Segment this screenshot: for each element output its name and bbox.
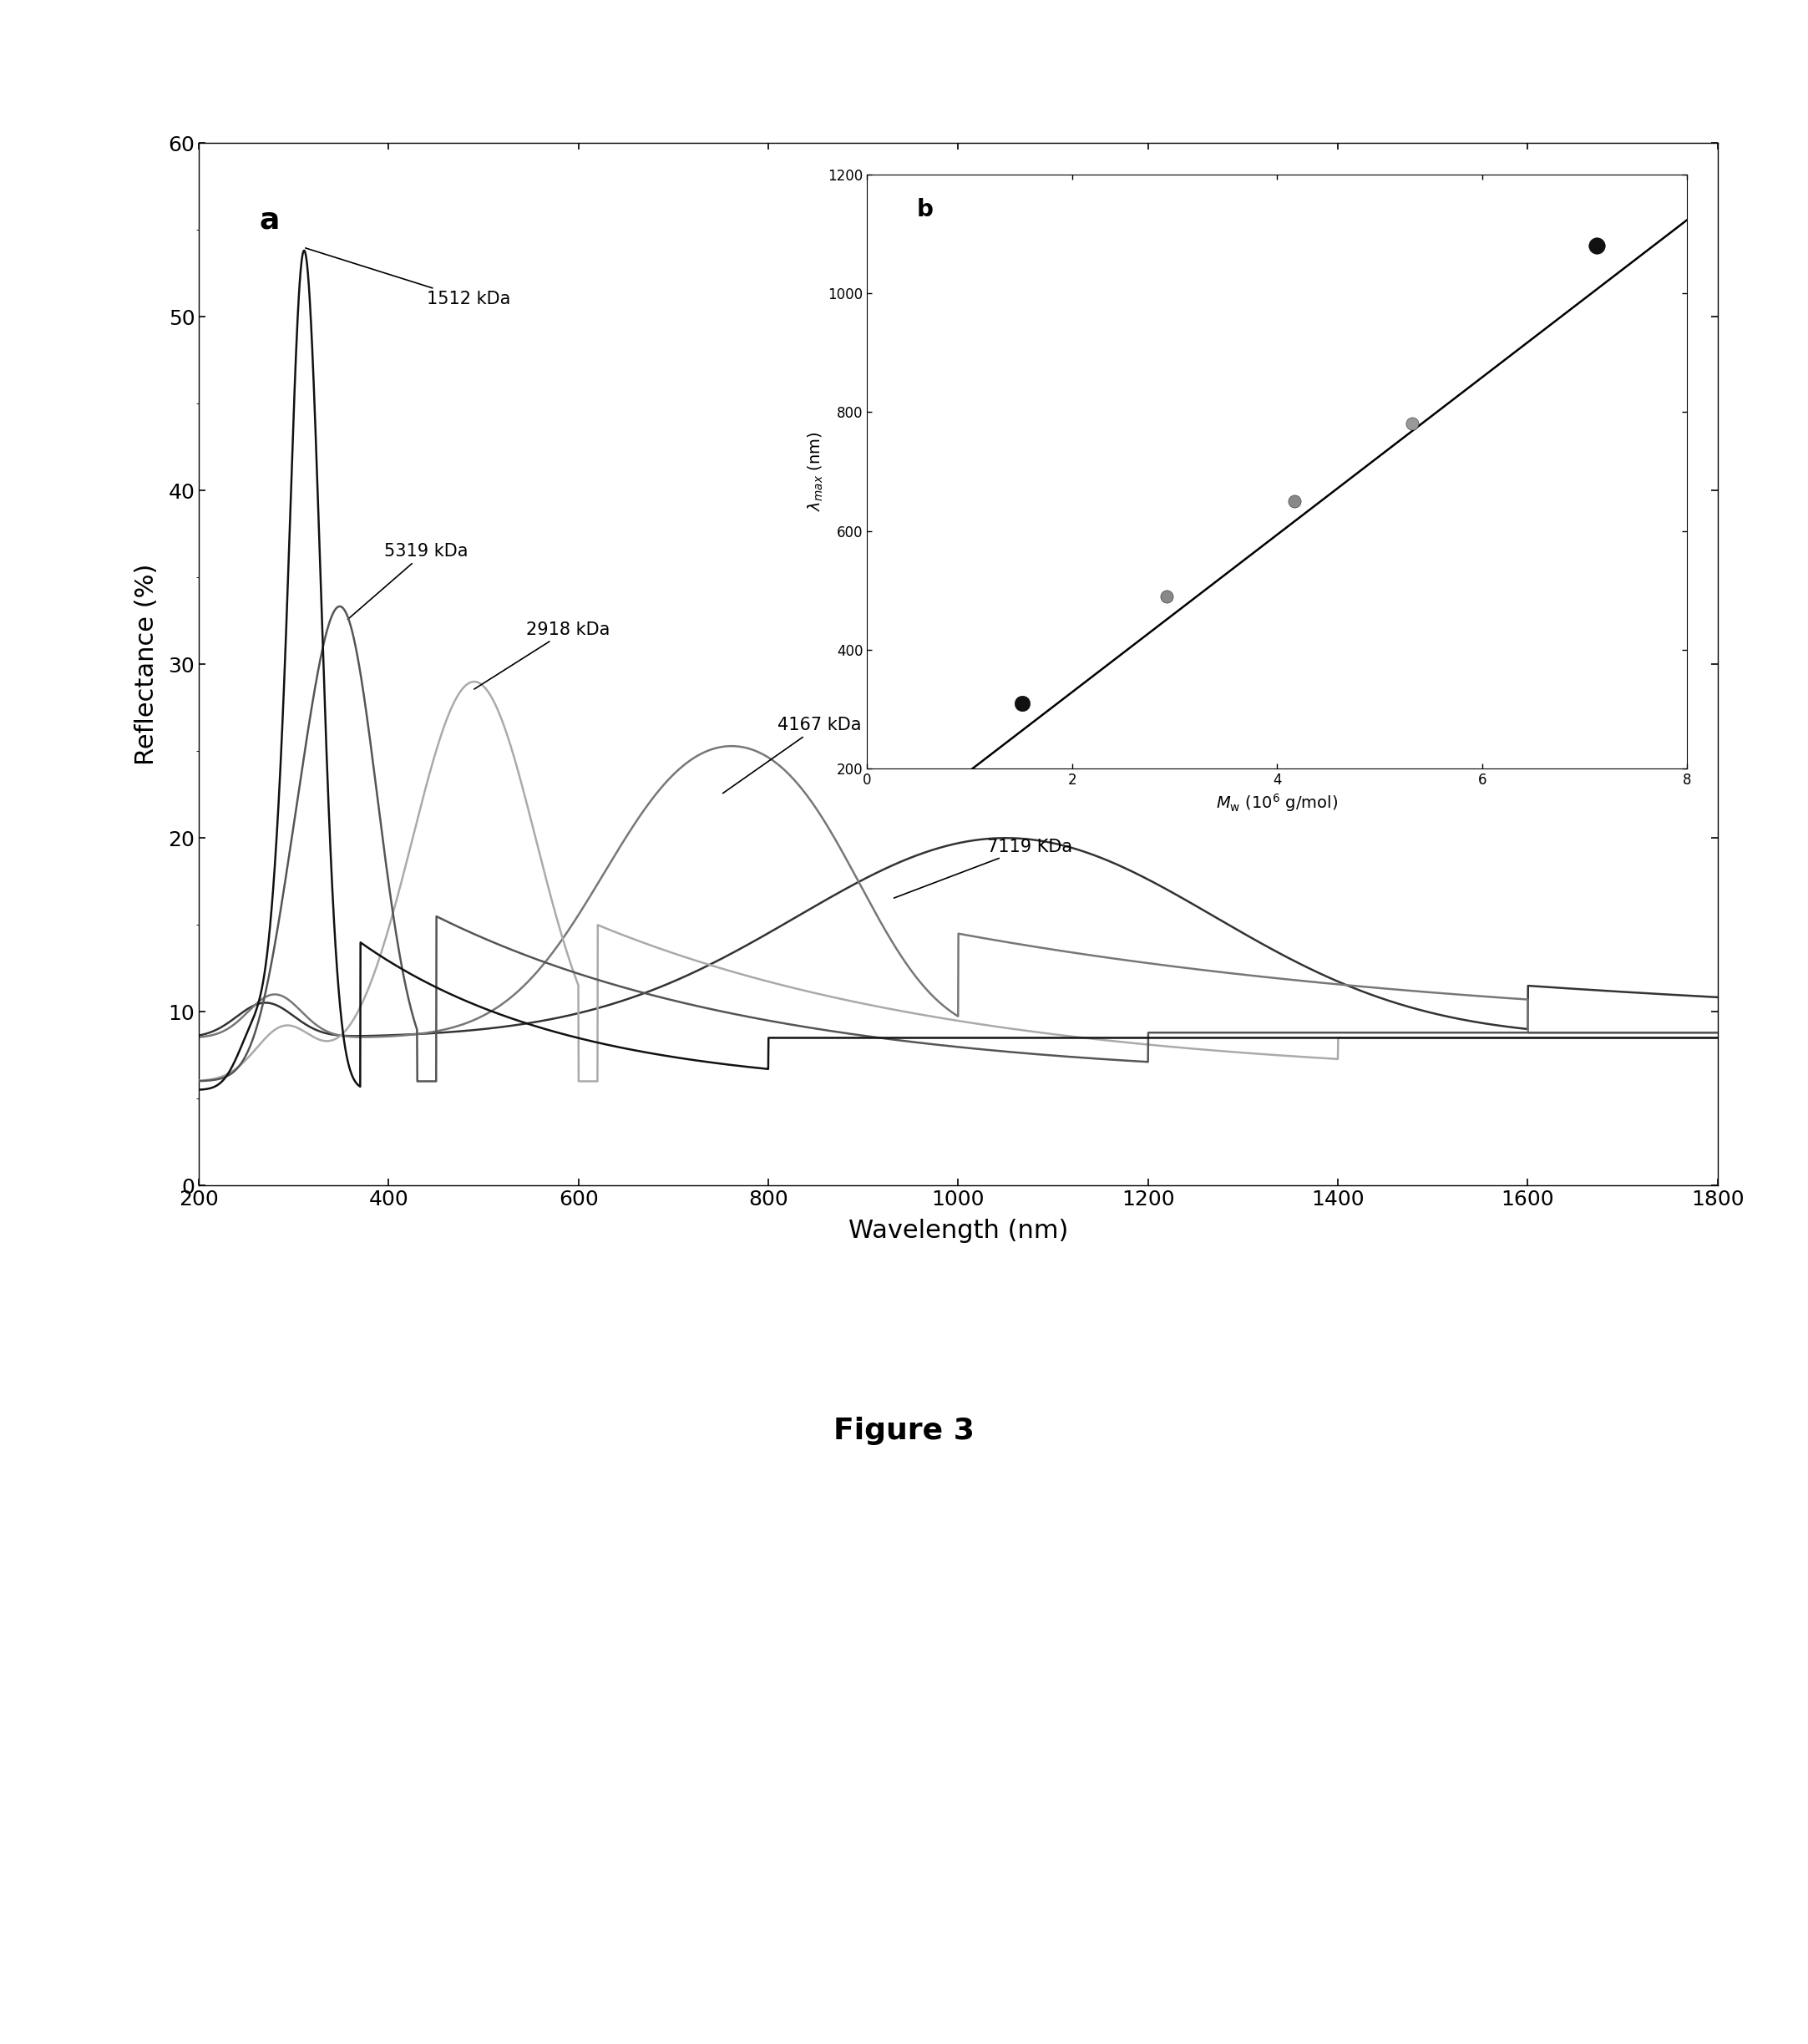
Text: 2918 kDa: 2918 kDa: [474, 621, 609, 689]
Text: a: a: [260, 206, 280, 233]
X-axis label: Wavelength (nm): Wavelength (nm): [848, 1218, 1069, 1243]
Text: 5319 kDa: 5319 kDa: [347, 544, 468, 619]
Text: 7119 KDa: 7119 KDa: [893, 838, 1072, 897]
Text: 4167 kDa: 4167 kDa: [723, 717, 862, 793]
Text: Figure 3: Figure 3: [833, 1416, 975, 1445]
Text: 1512 kDa: 1512 kDa: [306, 247, 510, 309]
Y-axis label: Reflectance (%): Reflectance (%): [136, 564, 159, 764]
